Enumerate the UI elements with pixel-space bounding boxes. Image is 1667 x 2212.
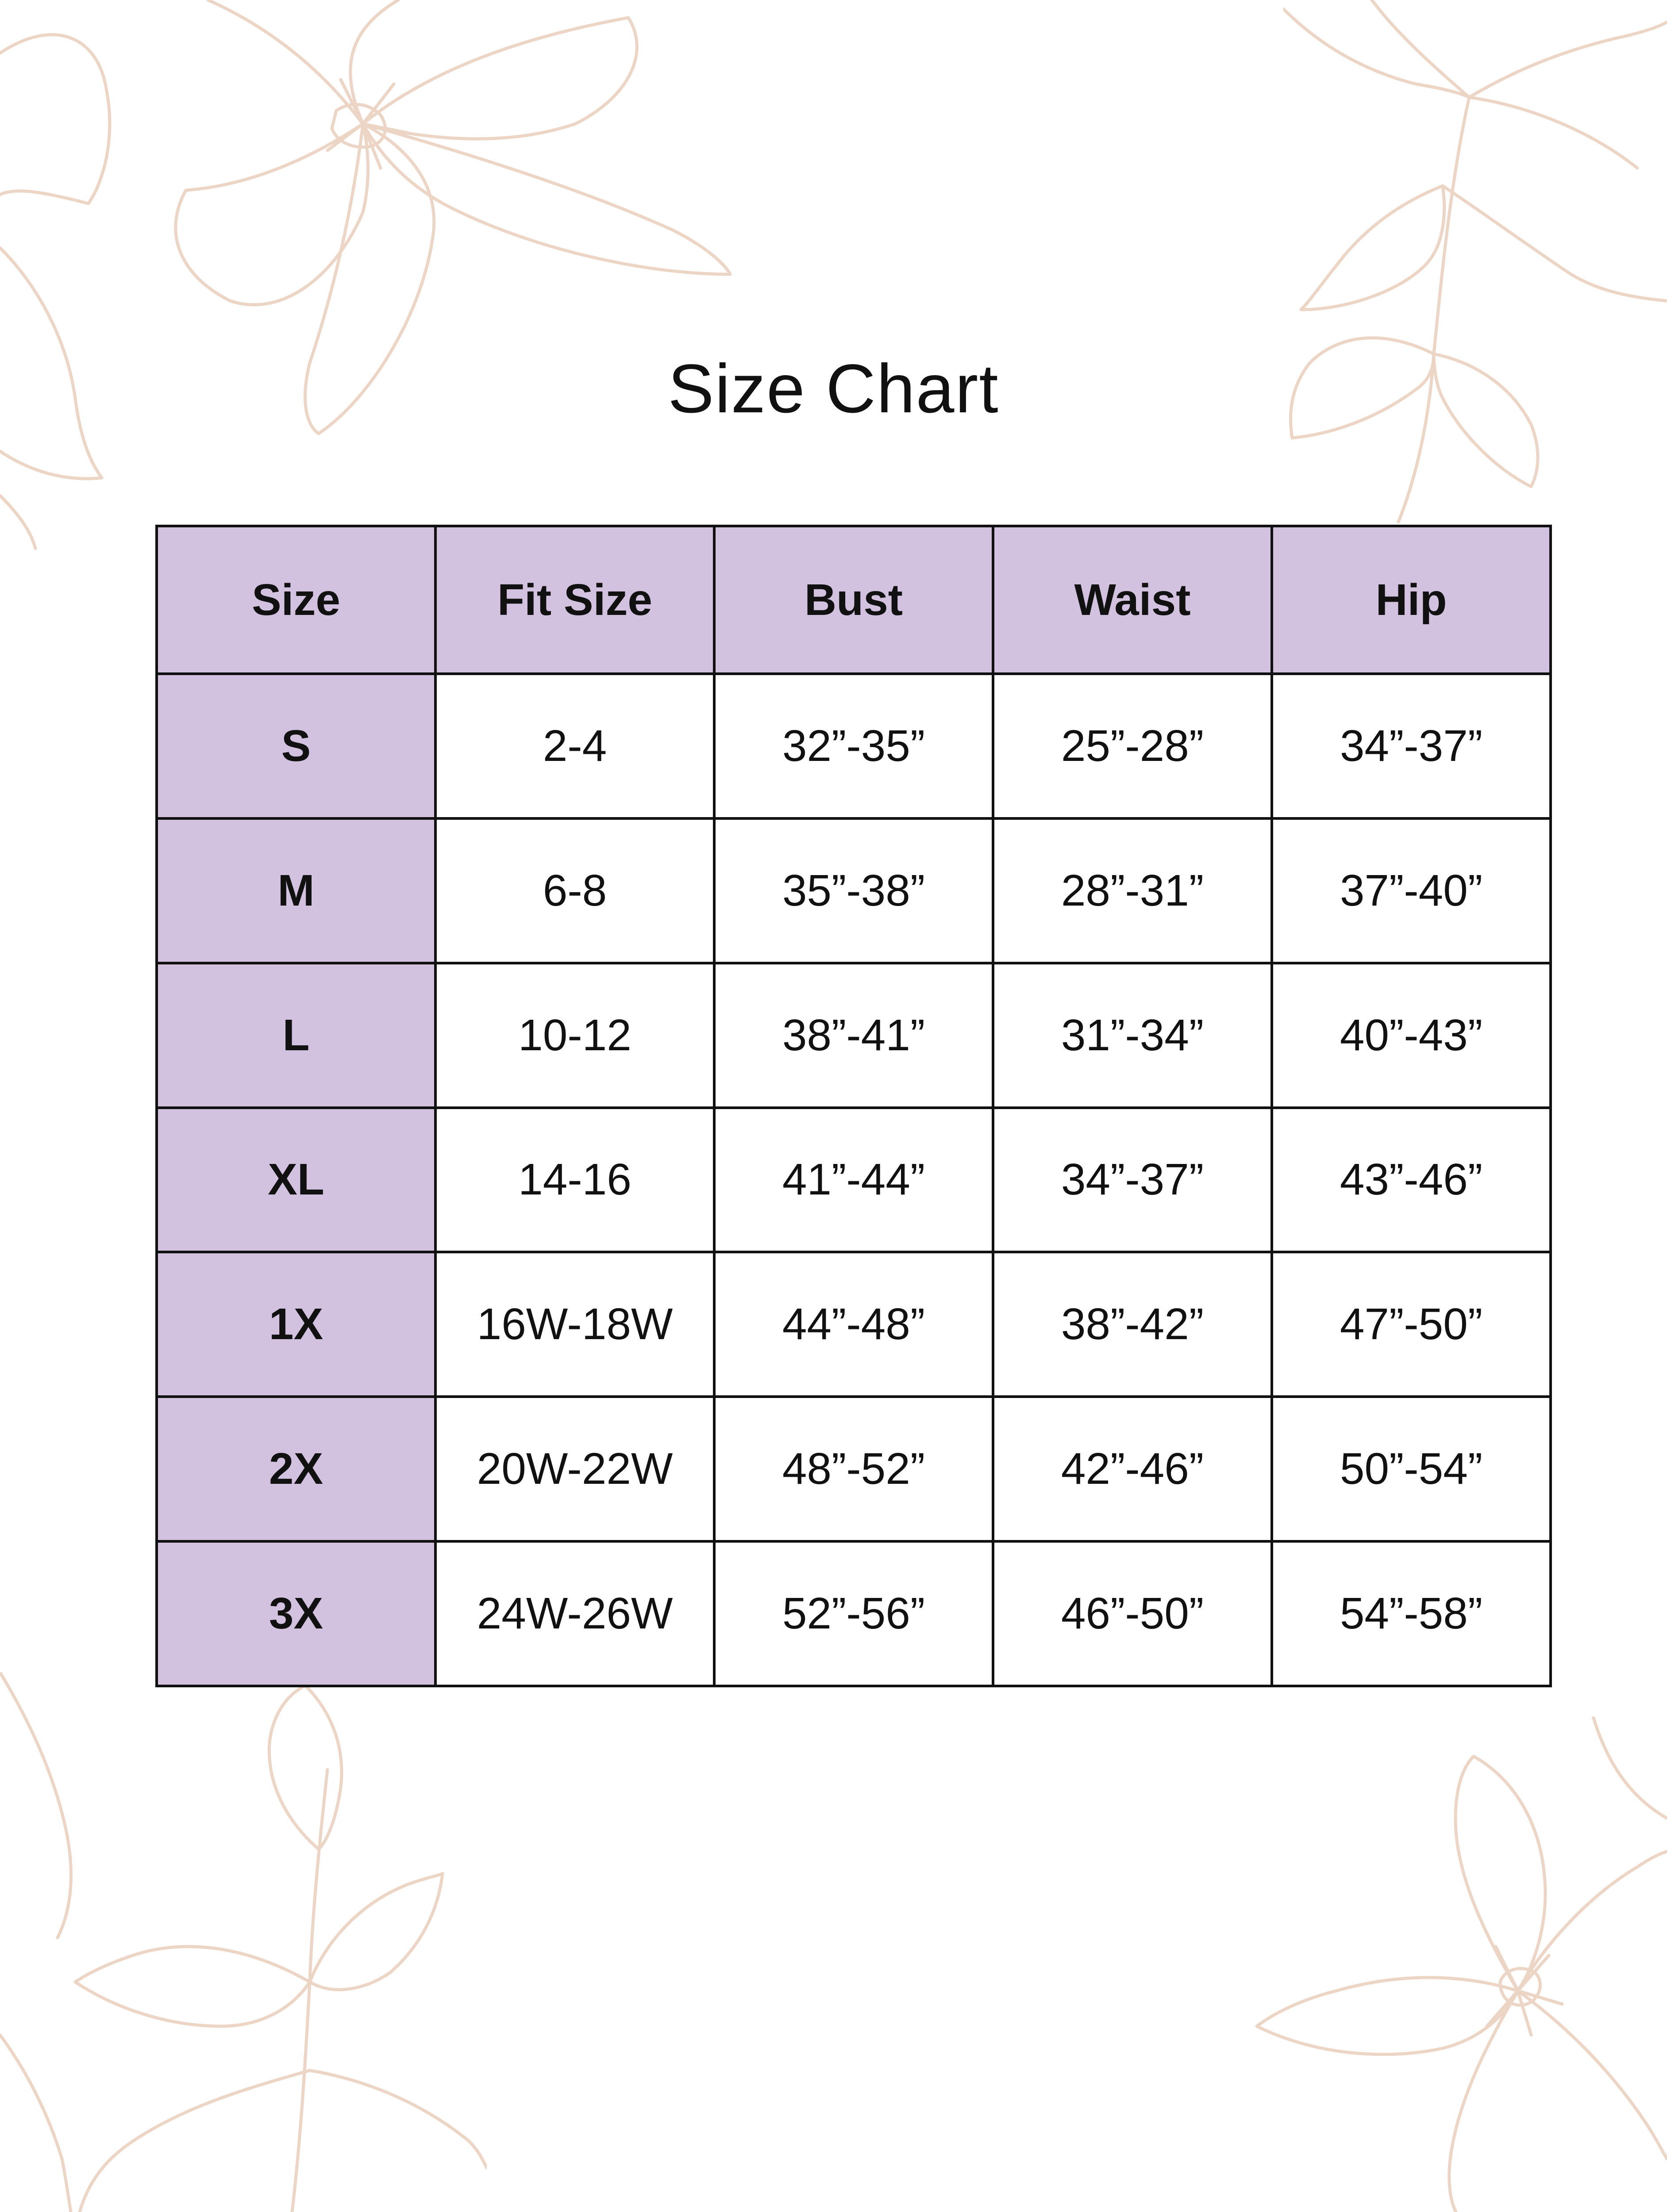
size-cell: XL [155, 1106, 437, 1254]
header-fit-size: Fit Size [434, 525, 716, 675]
size-cell: S [155, 672, 437, 820]
floral-top-left-decoration [0, 0, 732, 550]
header-bust: Bust [713, 525, 994, 675]
fit-size-cell: 10-12 [434, 961, 716, 1109]
bust-cell: 52”-56” [713, 1540, 994, 1687]
size-cell: 2X [155, 1395, 437, 1543]
waist-cell: 42”-46” [992, 1395, 1273, 1543]
header-waist: Waist [992, 525, 1273, 675]
fit-size-cell: 24W-26W [434, 1540, 716, 1687]
hip-cell: 43”-46” [1270, 1106, 1552, 1254]
bust-cell: 41”-44” [713, 1106, 994, 1254]
table-row: M 6-8 35”-38” 28”-31” 37”-40” [155, 817, 1552, 964]
size-chart-table: Size Fit Size Bust Waist Hip S 2-4 32”-3… [155, 525, 1552, 1687]
waist-cell: 31”-34” [992, 961, 1273, 1109]
bust-cell: 32”-35” [713, 672, 994, 820]
bust-cell: 38”-41” [713, 961, 994, 1109]
hip-cell: 37”-40” [1270, 817, 1552, 964]
page-title: Size Chart [668, 350, 999, 427]
fit-size-cell: 20W-22W [434, 1395, 716, 1543]
table-header-row: Size Fit Size Bust Waist Hip [155, 525, 1552, 675]
floral-top-right-decoration [1283, 0, 1667, 524]
floral-bottom-right-decoration [1255, 1717, 1667, 2212]
fit-size-cell: 6-8 [434, 817, 716, 964]
table-row: 3X 24W-26W 52”-56” 46”-50” 54”-58” [155, 1540, 1552, 1687]
bust-cell: 44”-48” [713, 1251, 994, 1398]
table-row: 1X 16W-18W 44”-48” 38”-42” 47”-50” [155, 1251, 1552, 1398]
waist-cell: 38”-42” [992, 1251, 1273, 1398]
hip-cell: 50”-54” [1270, 1395, 1552, 1543]
bust-cell: 35”-38” [713, 817, 994, 964]
waist-cell: 25”-28” [992, 672, 1273, 820]
floral-bottom-left-decoration [0, 1672, 487, 2212]
table-row: L 10-12 38”-41” 31”-34” 40”-43” [155, 961, 1552, 1109]
fit-size-cell: 14-16 [434, 1106, 716, 1254]
hip-cell: 54”-58” [1270, 1540, 1552, 1687]
fit-size-cell: 2-4 [434, 672, 716, 820]
waist-cell: 46”-50” [992, 1540, 1273, 1687]
fit-size-cell: 16W-18W [434, 1251, 716, 1398]
hip-cell: 34”-37” [1270, 672, 1552, 820]
waist-cell: 28”-31” [992, 817, 1273, 964]
size-cell: 3X [155, 1540, 437, 1687]
size-cell: L [155, 961, 437, 1109]
table-row: XL 14-16 41”-44” 34”-37” 43”-46” [155, 1106, 1552, 1254]
waist-cell: 34”-37” [992, 1106, 1273, 1254]
bust-cell: 48”-52” [713, 1395, 994, 1543]
size-cell: 1X [155, 1251, 437, 1398]
table-row: S 2-4 32”-35” 25”-28” 34”-37” [155, 672, 1552, 820]
header-hip: Hip [1270, 525, 1552, 675]
size-cell: M [155, 817, 437, 964]
header-size: Size [155, 525, 437, 675]
hip-cell: 47”-50” [1270, 1251, 1552, 1398]
hip-cell: 40”-43” [1270, 961, 1552, 1109]
table-row: 2X 20W-22W 48”-52” 42”-46” 50”-54” [155, 1395, 1552, 1543]
